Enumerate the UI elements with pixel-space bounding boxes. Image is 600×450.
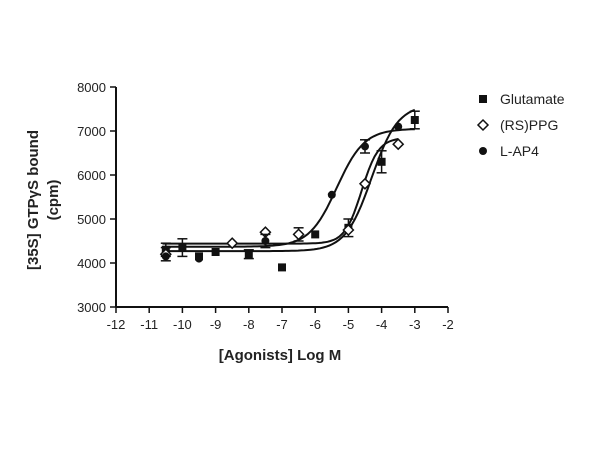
l-ap4-point	[394, 122, 403, 131]
glutamate-point	[311, 230, 320, 239]
l-ap4-point	[361, 142, 369, 151]
y-tick-label: 8000	[77, 80, 106, 95]
rs-ppg-point	[292, 228, 305, 241]
glutamate-point	[410, 116, 419, 124]
glutamate-point	[278, 263, 286, 272]
x-tick-label: -7	[276, 317, 288, 332]
y-tick-label: 5000	[77, 212, 106, 227]
y-tick-label: 7000	[77, 124, 106, 139]
x-tick-label: -6	[309, 317, 321, 332]
x-tick-label: -3	[409, 317, 421, 332]
legend: Glutamate (RS)PPG L-AP4	[476, 91, 565, 159]
x-tick-label: -10	[173, 317, 192, 332]
legend-label-rs-ppg: (RS)PPG	[500, 117, 558, 133]
l-ap4-point	[161, 252, 170, 261]
y-tick-label: 3000	[77, 300, 106, 315]
data-points	[159, 110, 420, 272]
glutamate-point	[377, 157, 386, 166]
glutamate-point	[244, 250, 253, 259]
glutamate-point	[211, 248, 220, 256]
l-ap4-point	[261, 237, 270, 245]
l-ap4-point	[327, 190, 336, 199]
rs-ppg-point	[392, 138, 405, 151]
x-tick-label: -11	[140, 317, 158, 332]
l-ap4-point	[195, 254, 203, 263]
rs-ppg-point	[226, 237, 239, 250]
x-axis-title: [Agonists] Log M	[219, 347, 341, 364]
rs-ppg-point	[358, 177, 372, 190]
rs-ppg-point	[342, 223, 355, 237]
x-tick-label: -8	[243, 317, 255, 332]
fit-curve-rs-ppg	[162, 138, 399, 245]
fit-curve-glutamate	[162, 108, 416, 253]
x-tick-label: -4	[376, 317, 388, 332]
x-tick-label: -2	[442, 317, 454, 332]
x-tick-label: -5	[343, 317, 355, 332]
y-axis-title: [35S] GTPγS bound (cpm)	[25, 130, 62, 270]
legend-label-l-ap4: L-AP4	[500, 143, 539, 159]
fit-curves	[162, 108, 416, 253]
legend-marker-rs-ppg	[476, 118, 490, 132]
glutamate-point	[178, 243, 187, 252]
x-tick-label: -12	[107, 317, 126, 332]
y-axis-title-line2: (cpm)	[45, 180, 62, 221]
y-tick-label: 4000	[77, 256, 106, 271]
y-axis-title-line1: [35S] GTPγS bound	[25, 130, 42, 270]
fit-curve-l-ap4	[162, 128, 415, 248]
legend-marker-glutamate	[479, 95, 487, 103]
y-tick-label: 6000	[77, 168, 106, 183]
axes: -12 -11 -10 -9 -8 -7 -6 -5 -4 -3 -2 3000 4000 5000 600…	[77, 80, 454, 332]
x-tick-label: -9	[210, 317, 222, 332]
legend-marker-l-ap4	[479, 147, 487, 155]
legend-label-glutamate: Glutamate	[500, 91, 565, 107]
